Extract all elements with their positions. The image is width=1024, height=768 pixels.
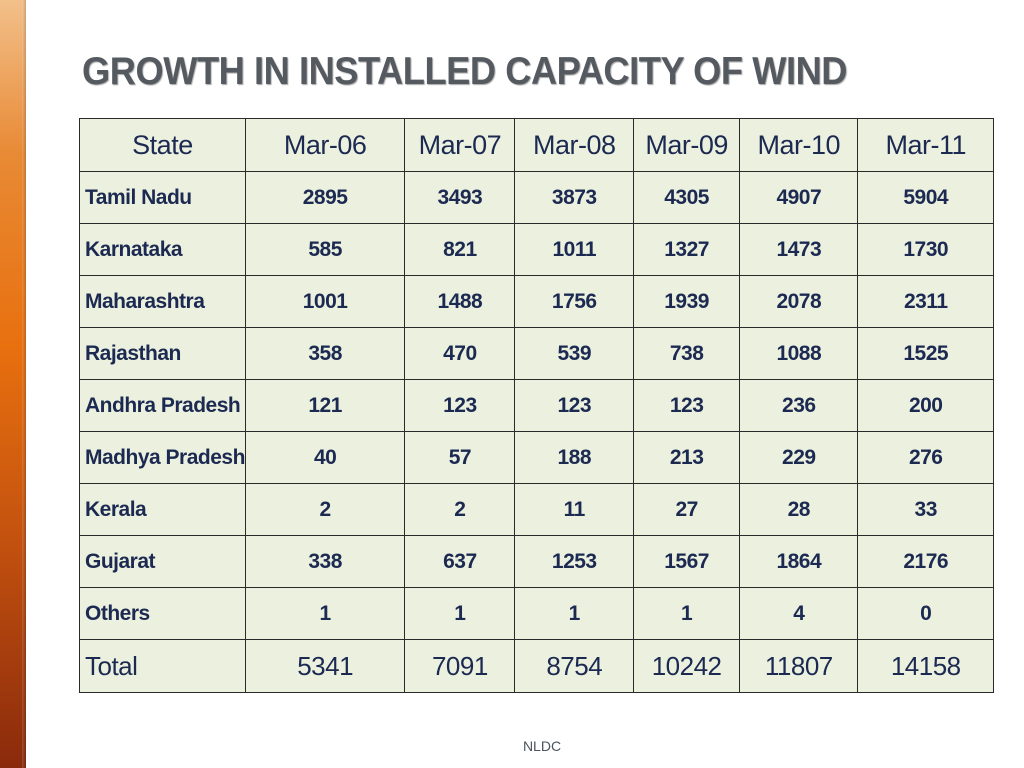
total-value-cell: 14158 xyxy=(857,639,994,693)
value-cell: 28 xyxy=(739,483,859,536)
table-row: Gujarat 338 637 1253 1567 1864 2176 xyxy=(79,535,994,588)
slide-title: GROWTH IN INSTALLED CAPACITY OF WIND xyxy=(82,50,848,93)
value-cell: 1939 xyxy=(633,275,741,328)
table-row: Madhya Pradesh 40 57 188 213 229 276 xyxy=(79,431,994,484)
header-mar-07: Mar-07 xyxy=(404,118,516,172)
table-row: Kerala 2 2 11 27 28 33 xyxy=(79,483,994,536)
value-cell: 470 xyxy=(404,327,516,380)
value-cell: 4907 xyxy=(739,171,859,224)
value-cell: 4305 xyxy=(633,171,741,224)
value-cell: 2311 xyxy=(857,275,994,328)
value-cell: 1756 xyxy=(514,275,635,328)
value-cell: 2078 xyxy=(739,275,859,328)
header-mar-08: Mar-08 xyxy=(514,118,635,172)
table-row: Tamil Nadu 2895 3493 3873 4305 4907 5904 xyxy=(79,171,994,224)
value-cell: 2 xyxy=(404,483,516,536)
value-cell: 1327 xyxy=(633,223,741,276)
value-cell: 11 xyxy=(514,483,635,536)
value-cell: 236 xyxy=(739,379,859,432)
header-mar-06: Mar-06 xyxy=(244,118,406,172)
value-cell: 1 xyxy=(514,587,635,640)
value-cell: 3493 xyxy=(404,171,516,224)
table-header-row: State Mar-06 Mar-07 Mar-08 Mar-09 Mar-10… xyxy=(79,118,994,172)
total-value-cell: 5341 xyxy=(244,639,406,693)
table-row: Others 1 1 1 1 4 0 xyxy=(79,587,994,640)
value-cell: 0 xyxy=(857,587,994,640)
total-value-cell: 7091 xyxy=(404,639,516,693)
header-mar-11: Mar-11 xyxy=(857,118,994,172)
value-cell: 57 xyxy=(404,431,516,484)
value-cell: 1001 xyxy=(244,275,406,328)
value-cell: 2895 xyxy=(244,171,406,224)
value-cell: 1 xyxy=(404,587,516,640)
value-cell: 188 xyxy=(514,431,635,484)
total-label-cell: Total xyxy=(79,639,246,693)
value-cell: 539 xyxy=(514,327,635,380)
value-cell: 637 xyxy=(404,535,516,588)
slide-footer: NLDC xyxy=(0,738,1024,754)
state-name-cell: Maharashtra xyxy=(79,275,246,328)
value-cell: 2176 xyxy=(857,535,994,588)
value-cell: 3873 xyxy=(514,171,635,224)
value-cell: 738 xyxy=(633,327,741,380)
value-cell: 1864 xyxy=(739,535,859,588)
value-cell: 338 xyxy=(244,535,406,588)
value-cell: 585 xyxy=(244,223,406,276)
value-cell: 1 xyxy=(244,587,406,640)
decorative-side-bar xyxy=(0,0,26,768)
value-cell: 1730 xyxy=(857,223,994,276)
state-name-cell: Madhya Pradesh xyxy=(79,431,246,484)
value-cell: 229 xyxy=(739,431,859,484)
value-cell: 5904 xyxy=(857,171,994,224)
state-name-cell: Rajasthan xyxy=(79,327,246,380)
value-cell: 276 xyxy=(857,431,994,484)
state-name-cell: Karnataka xyxy=(79,223,246,276)
value-cell: 33 xyxy=(857,483,994,536)
total-value-cell: 10242 xyxy=(633,639,741,693)
footer-text: NLDC xyxy=(522,738,562,754)
value-cell: 2 xyxy=(244,483,406,536)
value-cell: 123 xyxy=(514,379,635,432)
header-mar-09: Mar-09 xyxy=(633,118,741,172)
value-cell: 123 xyxy=(404,379,516,432)
value-cell: 1253 xyxy=(514,535,635,588)
value-cell: 1088 xyxy=(739,327,859,380)
value-cell: 1525 xyxy=(857,327,994,380)
value-cell: 821 xyxy=(404,223,516,276)
value-cell: 1011 xyxy=(514,223,635,276)
value-cell: 1 xyxy=(633,587,741,640)
table-row: Andhra Pradesh 121 123 123 123 236 200 xyxy=(79,379,994,432)
value-cell: 1567 xyxy=(633,535,741,588)
state-name-cell: Tamil Nadu xyxy=(79,171,246,224)
value-cell: 213 xyxy=(633,431,741,484)
state-name-cell: Others xyxy=(79,587,246,640)
table-total-row: Total 5341 7091 8754 10242 11807 14158 xyxy=(79,639,994,693)
total-value-cell: 11807 xyxy=(739,639,859,693)
value-cell: 358 xyxy=(244,327,406,380)
header-mar-10: Mar-10 xyxy=(739,118,859,172)
capacity-table-container: State Mar-06 Mar-07 Mar-08 Mar-09 Mar-10… xyxy=(79,118,994,693)
header-state: State xyxy=(79,118,246,172)
table-row: Karnataka 585 821 1011 1327 1473 1730 xyxy=(79,223,994,276)
state-name-cell: Gujarat xyxy=(79,535,246,588)
value-cell: 200 xyxy=(857,379,994,432)
value-cell: 4 xyxy=(739,587,859,640)
value-cell: 27 xyxy=(633,483,741,536)
value-cell: 1473 xyxy=(739,223,859,276)
total-value-cell: 8754 xyxy=(514,639,635,693)
value-cell: 1488 xyxy=(404,275,516,328)
table-row: Maharashtra 1001 1488 1756 1939 2078 231… xyxy=(79,275,994,328)
value-cell: 40 xyxy=(244,431,406,484)
capacity-table: State Mar-06 Mar-07 Mar-08 Mar-09 Mar-10… xyxy=(79,118,994,693)
value-cell: 121 xyxy=(244,379,406,432)
table-row: Rajasthan 358 470 539 738 1088 1525 xyxy=(79,327,994,380)
value-cell: 123 xyxy=(633,379,741,432)
state-name-cell: Andhra Pradesh xyxy=(79,379,246,432)
state-name-cell: Kerala xyxy=(79,483,246,536)
